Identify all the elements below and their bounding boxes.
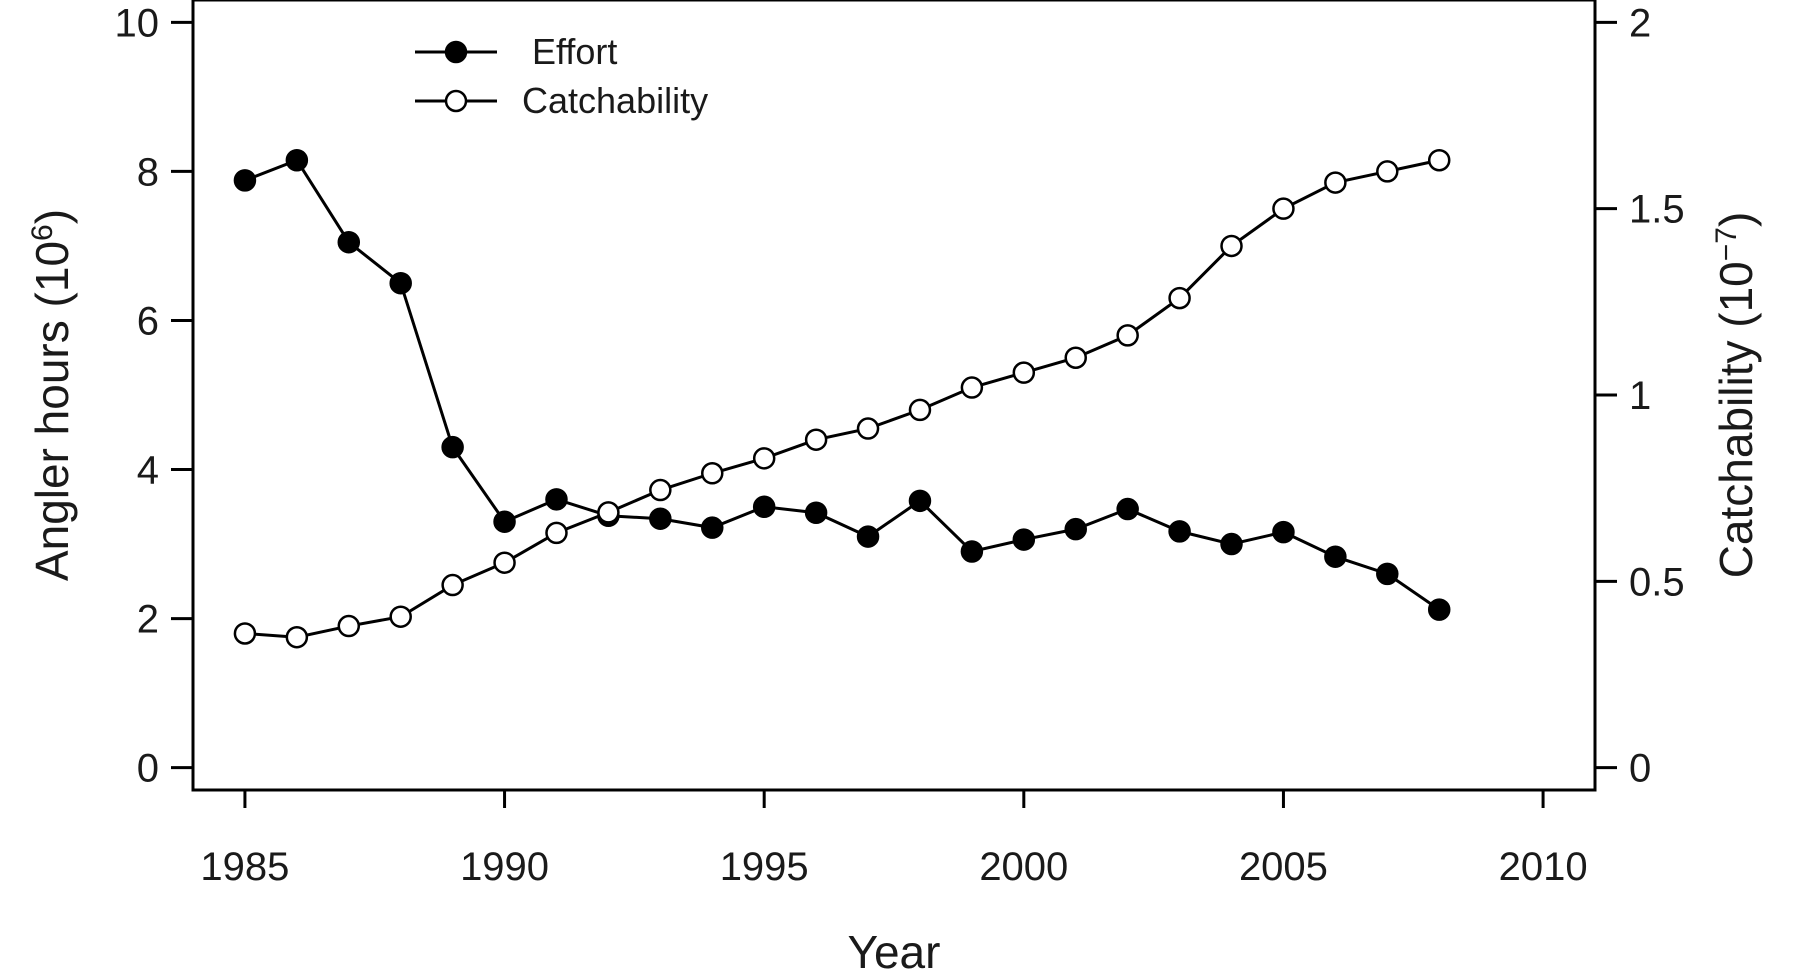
y-left-axis-unit-exp: 6 — [26, 224, 59, 241]
y-left-tick-label-4: 4 — [137, 449, 159, 493]
y-right-axis-label: Catchability — [1710, 341, 1762, 579]
y-left-axis-title: Angler hours (106) — [26, 209, 78, 581]
catchability-point-1995 — [752, 447, 776, 470]
effort-point-1985 — [233, 169, 257, 192]
effort-point-1998 — [908, 489, 932, 513]
y-left-axis-unit-base: 10 — [26, 241, 78, 292]
catchability-point-2004 — [1220, 234, 1243, 258]
catchability-point-1998 — [908, 398, 932, 422]
catchability-point-1989 — [441, 573, 464, 597]
y-left-tick-label-0: 0 — [137, 747, 159, 791]
catchability-point-2005 — [1272, 197, 1295, 220]
effort-point-1989 — [441, 435, 464, 459]
effort-point-2007 — [1376, 562, 1399, 586]
y-right-axis: 0 0.5 1 1.5 2 — [1595, 1, 1685, 791]
catchability-point-1997 — [856, 417, 880, 440]
catchability-point-1999 — [960, 376, 984, 399]
x-tick-label-2000: 2000 — [979, 845, 1068, 889]
y-right-axis-unit-base: 10 — [1710, 261, 1762, 312]
effort-point-1988 — [389, 271, 412, 295]
catchability-point-1988 — [389, 605, 412, 628]
catchability-point-2001 — [1064, 346, 1087, 369]
y-right-tick-label-0.5: 0.5 — [1629, 560, 1685, 604]
legend-effort-label: Effort — [532, 31, 617, 72]
effort-point-1999 — [960, 540, 984, 563]
catchability-point-2007 — [1376, 160, 1399, 183]
effort-point-1993 — [649, 507, 672, 530]
effort-point-1996 — [804, 501, 828, 525]
catchability-point-1992 — [597, 501, 620, 524]
y-right-tick-label-1.5: 1.5 — [1629, 188, 1685, 232]
legend: Effort Catchability — [415, 31, 708, 121]
catchability-point-2002 — [1116, 324, 1139, 347]
catchability-point-2003 — [1168, 286, 1191, 310]
effort-point-1997 — [856, 525, 880, 548]
catchability-point-1985 — [233, 622, 257, 645]
y-left-tick-label-10: 10 — [115, 1, 160, 45]
effort-point-2001 — [1064, 517, 1087, 541]
y-right-axis-unit-exp: −7 — [1710, 227, 1743, 261]
y-right-tick-label-0: 0 — [1629, 747, 1651, 791]
effort-point-2005 — [1272, 520, 1295, 544]
y-right-tick-label-2: 2 — [1629, 1, 1651, 45]
y-left-tick-label-6: 6 — [137, 299, 159, 343]
catchability-point-2000 — [1012, 361, 1036, 384]
catchability-point-1991 — [545, 521, 568, 545]
y-right-tick-label-1: 1 — [1629, 374, 1651, 418]
series-layer — [233, 148, 1451, 649]
catchability-point-1993 — [649, 478, 672, 502]
effort-point-2000 — [1012, 528, 1036, 551]
legend-catchability-label: Catchability — [522, 80, 708, 121]
y-left-axis: 0 2 4 6 8 10 — [115, 1, 193, 791]
y-left-tick-label-2: 2 — [137, 598, 159, 642]
catchability-point-1994 — [701, 462, 724, 485]
catchability-point-2006 — [1324, 171, 1347, 194]
catchability-point-1987 — [337, 614, 361, 638]
effort-point-2003 — [1168, 520, 1191, 543]
effort-point-2006 — [1324, 545, 1347, 568]
legend-effort-marker — [444, 40, 468, 64]
x-axis: 1985 1990 1995 2000 2005 2010 — [200, 790, 1588, 889]
effort-point-1995 — [752, 495, 776, 519]
x-axis-title: Year — [848, 926, 941, 973]
y-left-axis-label: Angler hours — [26, 320, 78, 581]
catchability-point-1990 — [493, 551, 516, 574]
x-tick-label-1990: 1990 — [460, 845, 549, 889]
y-left-tick-label-8: 8 — [137, 150, 159, 194]
catchability-point-2008 — [1427, 148, 1451, 172]
effort-point-1987 — [337, 230, 361, 254]
effort-point-1990 — [493, 510, 516, 533]
x-tick-label-1995: 1995 — [720, 845, 809, 889]
x-tick-label-1985: 1985 — [200, 845, 289, 889]
effort-point-2008 — [1427, 598, 1451, 621]
catchability-point-1996 — [804, 428, 828, 451]
effort-point-1991 — [545, 488, 568, 511]
y-right-axis-title: Catchability (10−7) — [1710, 212, 1762, 579]
x-tick-label-2005: 2005 — [1239, 845, 1328, 889]
effort-point-1986 — [285, 148, 309, 172]
legend-catchability-marker — [444, 89, 468, 113]
effort-point-2004 — [1220, 532, 1243, 556]
catchability-point-1986 — [285, 625, 309, 649]
x-tick-label-2010: 2010 — [1499, 845, 1588, 889]
effort-point-1994 — [701, 516, 724, 539]
effort-point-2002 — [1116, 497, 1139, 521]
